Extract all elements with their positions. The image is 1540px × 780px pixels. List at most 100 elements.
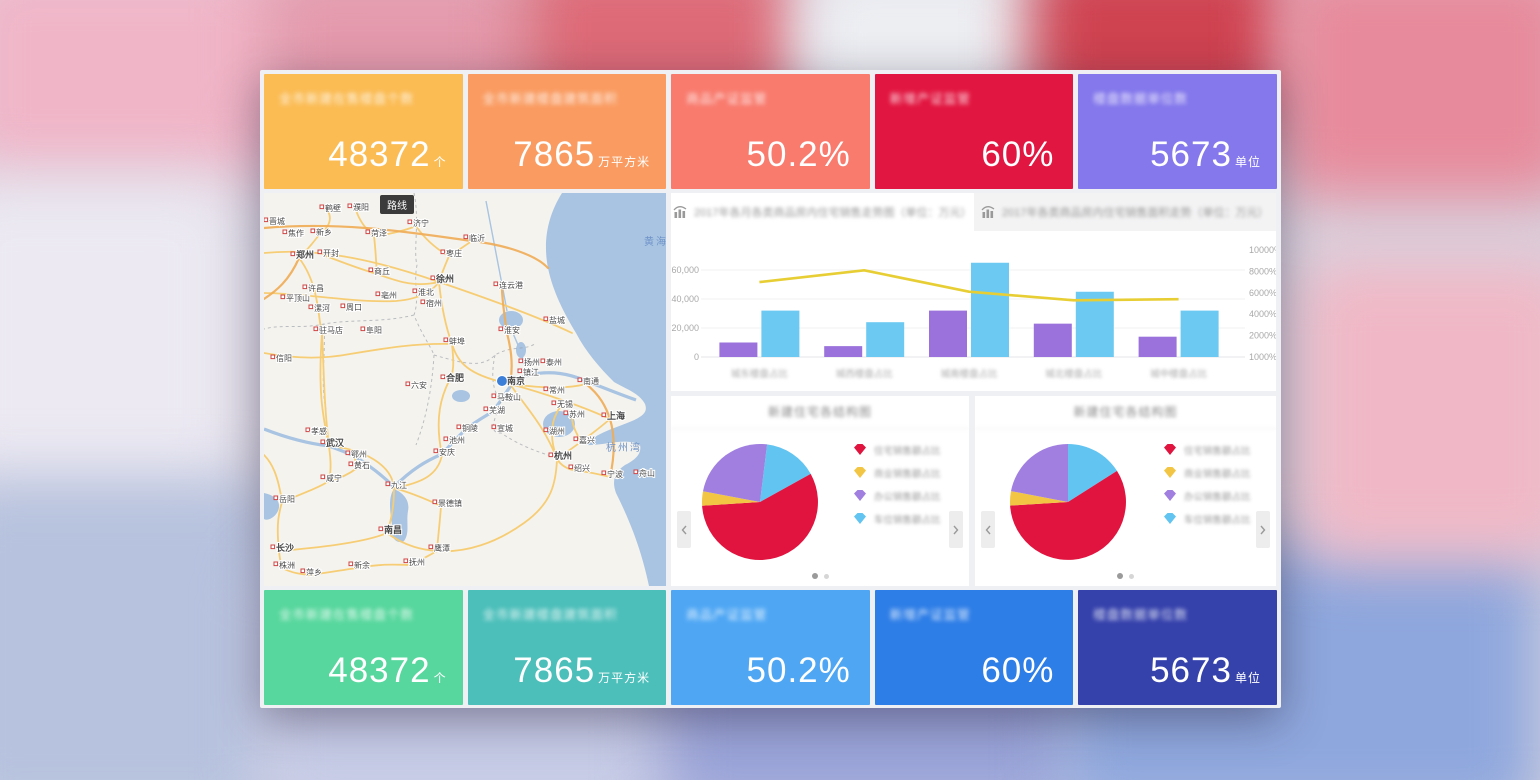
city-label: 驻马店 [319,325,343,335]
city-marker [403,558,409,564]
legend-item[interactable]: 车位销售额占比 [853,507,941,530]
stat-card-value: 5673 单位 [1150,135,1261,174]
carousel-next-button[interactable] [1256,511,1270,548]
legend-item[interactable]: 办公销售额占比 [853,484,941,507]
x-axis-label: 城南楼盘占比 [940,368,997,380]
city-marker [433,448,439,454]
city-label: 株洲 [279,560,295,570]
bar-series-2[interactable] [971,262,1009,357]
city-marker [601,470,607,476]
bar-series-1[interactable] [1033,323,1072,357]
legend-item[interactable]: 住宅销售额占比 [853,438,941,461]
city-label: 上海 [607,410,625,421]
city-label: 黄石 [354,460,370,470]
stat-cards-bottom-row: 全市新建在售楼盘个数 48372 个 全市新建楼盘建筑面积 7865 万平方米 商品… [264,590,1277,705]
legend-label: 办公销售额占比 [874,491,941,503]
city-marker [302,284,308,290]
sea-label: 黄海 [644,235,666,248]
nanjing-marker[interactable] [496,375,508,387]
city-label: 无锡 [557,400,573,409]
stat-card-value: 7865 万平方米 [513,135,651,174]
legend-item[interactable]: 住宅销售额占比 [1163,438,1251,461]
pie-chart[interactable] [671,429,969,591]
city-label: 宿州 [426,298,442,308]
city-marker [633,469,639,475]
stat-card: 全市新建在售楼盘个数 48372 个 [264,74,463,189]
city-marker [518,358,524,364]
city-marker [412,288,418,294]
pie-slice[interactable] [1068,444,1117,502]
city-label: 嘉兴 [579,435,595,445]
bar-series-2[interactable] [761,310,800,357]
legend-label: 商业销售额占比 [1184,468,1251,480]
city-marker [385,481,391,487]
carousel-dot-active[interactable] [811,573,818,579]
city-label: 湖州 [549,427,565,436]
pie-slice[interactable] [760,444,811,502]
line-series[interactable] [759,268,1179,302]
pie-slice[interactable] [1011,444,1068,502]
city-marker [308,304,314,310]
y-axis-left-label: 20,000 [671,323,699,333]
stat-card-unit: 单位 [1234,155,1261,169]
city-label: 泰州 [546,357,562,367]
carousel-next-button[interactable] [949,511,963,548]
city-marker [483,406,489,412]
city-marker [305,427,311,433]
city-label: 淮安 [504,325,520,335]
stat-card-title: 楼盘数据单位数 [1093,92,1188,106]
city-label: 信阳 [276,353,292,363]
pie-chart[interactable] [975,429,1276,591]
pie-slice[interactable] [1009,491,1068,506]
stat-card-unit: 个 [433,671,447,685]
bar-series-1[interactable] [824,346,863,357]
bar-series-2[interactable] [1075,291,1114,357]
chevron-right-icon [1260,525,1266,534]
bar-series-1[interactable] [929,310,967,357]
city-marker [601,412,607,418]
city-marker [551,400,557,406]
carousel-prev-button[interactable] [677,511,691,548]
bar-series-1[interactable] [1138,336,1177,357]
city-marker [405,381,411,387]
pie-slice[interactable] [702,473,818,561]
legend-item[interactable]: 办公销售额占比 [1163,484,1251,507]
legend-item[interactable]: 商业销售额占比 [1163,461,1251,484]
carousel-dot-active[interactable] [1117,573,1123,579]
bar-series-1[interactable] [719,342,758,358]
city-marker [320,439,326,445]
city-marker [440,249,446,255]
carousel-dot[interactable] [823,573,829,579]
city-label: 菏泽 [371,228,387,238]
pie-slice[interactable] [701,491,760,506]
legend-label: 办公销售额占比 [1184,491,1251,503]
city-marker [443,436,449,442]
expressways [264,224,615,479]
carousel-dot[interactable] [1129,573,1134,579]
tab-sales-trend-2[interactable]: 2017年各类商品房内住宅销售面积走势（单位：万元） [973,193,1276,231]
city-marker [543,316,549,322]
city-marker [498,326,504,332]
tab-sales-trend-1[interactable]: 2017年各月各类商品房内住宅销售走势图（单位：万元） [671,193,974,231]
carousel-prev-button[interactable] [981,511,995,548]
bar-line-chart[interactable]: 60,000 40,000 20,000 0 10000% 8000% 6000% 4000%… [671,231,1282,396]
pie-slice[interactable] [1010,470,1126,560]
bar-series-2[interactable] [1180,310,1219,357]
city-label: 濮阳 [353,202,369,212]
map-panel[interactable]: 路线 [264,193,666,586]
city-label: 咸宁 [326,473,342,483]
city-marker [280,294,286,300]
tai-lake [543,411,575,437]
y-axis-right-label: 4000% [1249,309,1276,319]
bar-chart-panel: 2017年各月各类商品房内住宅销售走势图（单位：万元） 2017年各类商品房内住… [671,193,1282,391]
stat-card-value: 50.2% [746,135,851,174]
legend-item[interactable]: 商业销售额占比 [853,461,941,484]
x-axis-label: 城西楼盘占比 [836,368,893,380]
bar-series-2[interactable] [866,322,905,357]
gem-icon [1164,467,1176,478]
city-label: 萍乡 [306,567,322,577]
legend-item[interactable]: 车位销售额占比 [1163,507,1251,530]
city-marker [548,452,554,458]
pie-slice[interactable] [703,443,768,502]
